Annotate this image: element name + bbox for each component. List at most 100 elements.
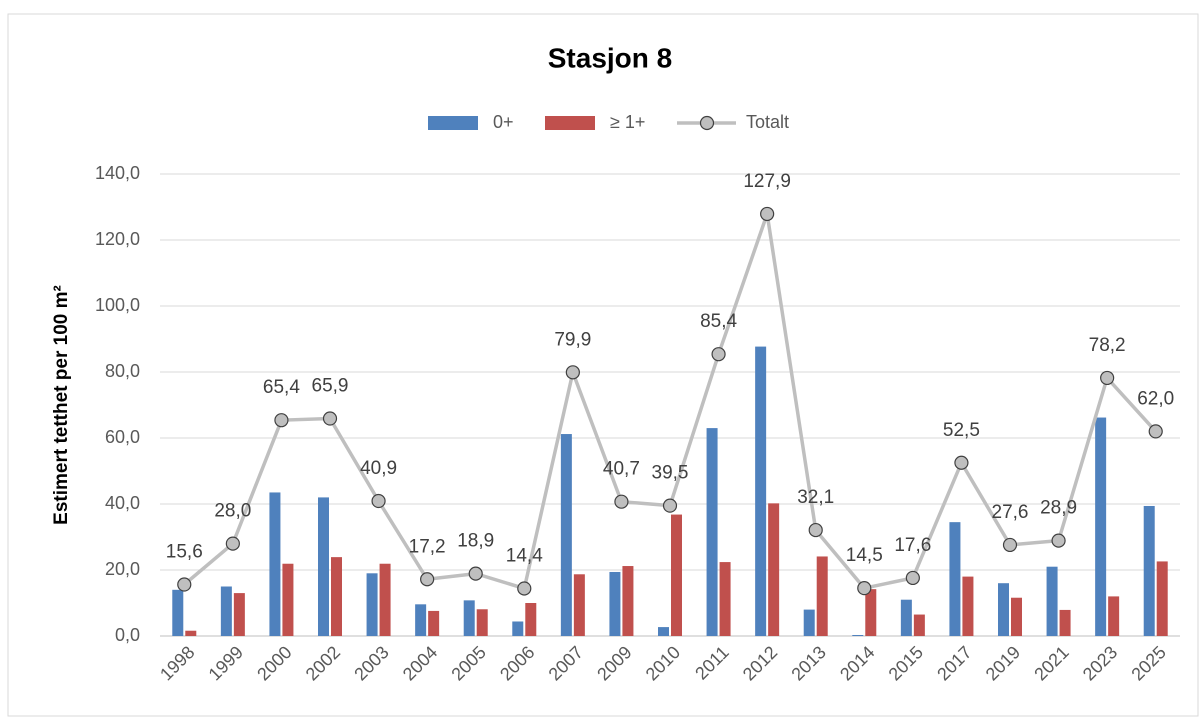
data-label: 17,6: [894, 535, 931, 556]
data-label: 78,2: [1089, 335, 1126, 356]
y-tick-label: 40,0: [105, 493, 140, 513]
bar: [671, 514, 682, 636]
bar: [379, 563, 391, 636]
line-marker: [371, 493, 386, 509]
data-label: 15,6: [166, 542, 203, 563]
bar: [220, 586, 232, 636]
bar: [768, 503, 780, 636]
data-label: 39,5: [652, 463, 689, 484]
data-label: 65,4: [263, 377, 300, 398]
line-marker: [760, 206, 775, 222]
data-label: 52,5: [943, 420, 980, 441]
bar: [573, 574, 585, 636]
line-marker: [662, 498, 678, 513]
legend-marker: [699, 115, 715, 131]
bar: [755, 346, 767, 636]
data-label: 127,9: [743, 171, 791, 192]
data-label: 32,1: [797, 487, 834, 508]
bar: [852, 635, 864, 636]
line-marker: [565, 365, 580, 380]
bar: [865, 589, 877, 636]
legend-label: 0+: [493, 112, 514, 132]
bar: [998, 583, 1009, 636]
bar: [463, 600, 475, 636]
bar: [318, 497, 329, 636]
bar: [900, 599, 912, 636]
y-tick-label: 0,0: [115, 625, 140, 645]
bar: [706, 428, 718, 636]
line-marker: [808, 522, 823, 538]
bar: [366, 573, 378, 636]
bar: [512, 621, 524, 636]
bar: [1046, 566, 1058, 636]
bar: [560, 434, 572, 636]
line-marker: [1100, 370, 1115, 386]
bar: [719, 562, 731, 636]
data-label: 62,0: [1137, 388, 1174, 409]
data-label: 14,5: [846, 545, 883, 566]
line-marker: [1051, 533, 1066, 548]
line-marker: [711, 347, 726, 362]
data-label: 17,2: [409, 536, 446, 557]
legend-swatch: [545, 116, 595, 130]
bar: [428, 610, 440, 636]
data-label: 28,0: [214, 501, 251, 522]
line-marker: [468, 566, 483, 581]
bar: [1059, 609, 1071, 636]
bar: [172, 589, 184, 636]
y-axis-label: Estimert tetthet per 100 m²: [51, 285, 72, 525]
line-marker: [954, 455, 969, 470]
bar: [269, 492, 281, 636]
data-label: 28,9: [1040, 498, 1077, 519]
data-label: 40,9: [360, 458, 397, 479]
bar: [233, 593, 245, 636]
line-marker: [420, 572, 435, 587]
line-marker: [274, 413, 289, 428]
bar: [331, 557, 342, 636]
line-marker: [614, 494, 629, 509]
bar: [962, 576, 974, 636]
bar: [185, 630, 197, 636]
line-marker: [225, 536, 240, 551]
y-tick-label: 140,0: [95, 163, 140, 183]
line-marker: [905, 570, 920, 586]
bar: [803, 609, 815, 636]
bar: [1108, 596, 1120, 636]
bar: [415, 604, 427, 636]
line-marker: [857, 581, 872, 596]
data-label: 14,4: [506, 545, 543, 566]
bar: [525, 603, 537, 636]
data-label: 18,9: [457, 531, 494, 552]
legend-swatch: [428, 116, 478, 130]
bar: [622, 566, 634, 636]
y-tick-label: 120,0: [95, 229, 140, 249]
bar: [913, 614, 925, 636]
y-tick-label: 100,0: [95, 295, 140, 315]
bar: [1095, 417, 1107, 636]
bar: [1011, 597, 1022, 636]
line-marker: [1148, 424, 1163, 439]
bar: [1156, 561, 1168, 636]
data-label: 65,9: [312, 376, 349, 397]
line-marker: [322, 411, 338, 426]
bar: [658, 627, 669, 636]
bar: [816, 556, 828, 636]
y-tick-label: 20,0: [105, 559, 140, 579]
bar: [1143, 505, 1155, 636]
legend-label: ≥ 1+: [610, 112, 645, 132]
data-label: 79,9: [554, 329, 591, 350]
bar: [476, 609, 488, 636]
data-label: 27,6: [992, 502, 1029, 523]
bar: [949, 522, 961, 636]
chart-title: Stasjon 8: [548, 42, 672, 73]
bar: [609, 571, 621, 636]
y-tick-label: 80,0: [105, 361, 140, 381]
legend-label: Totalt: [746, 112, 789, 132]
line-marker: [1002, 537, 1018, 553]
bar: [282, 563, 294, 636]
y-tick-label: 60,0: [105, 427, 140, 447]
line-marker: [177, 577, 192, 592]
data-label: 85,4: [700, 311, 737, 332]
data-label: 40,7: [603, 459, 640, 480]
